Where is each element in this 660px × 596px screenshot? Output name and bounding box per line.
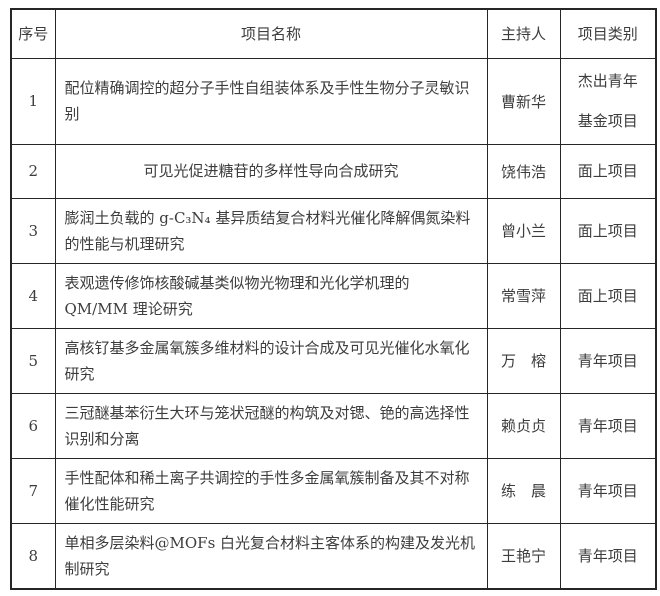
table-row: 6 三冠醚基苯衍生大环与笼状冠醚的构筑及对锶、铯的高选择性识别和分离 赖贞贞 青…: [10, 392, 657, 459]
row-number: 3: [10, 197, 56, 264]
row-number: 4: [10, 262, 56, 329]
project-name: 可见光促进糖苷的多样性导向合成研究: [54, 143, 488, 199]
project-leader: 饶伟浩: [486, 143, 561, 199]
header-project-name: 项目名称: [54, 8, 488, 59]
project-leader: 练 晨: [486, 457, 561, 524]
table-row: 7 手性配体和稀土离子共调控的手性多金属氧簇制备及其不对称催化性能研究 练 晨 …: [10, 457, 657, 524]
project-category: 面上项目: [559, 143, 657, 199]
header-leader: 主持人: [486, 8, 561, 59]
header-category: 项目类别: [559, 8, 657, 59]
project-leader: 曹新华: [486, 57, 561, 145]
project-category: 青年项目: [559, 522, 657, 590]
project-name: 手性配体和稀土离子共调控的手性多金属氧簇制备及其不对称催化性能研究: [54, 457, 488, 524]
row-number: 6: [10, 392, 56, 459]
project-name: 单相多层染料@MOFs 白光复合材料主客体系的构建及发光机制研究: [54, 522, 488, 590]
table-row: 8 单相多层染料@MOFs 白光复合材料主客体系的构建及发光机制研究 王艳宁 青…: [10, 522, 657, 590]
project-category: 青年项目: [559, 457, 657, 524]
row-number: 8: [10, 522, 56, 590]
table-row: 4 表观遗传修饰核酸碱基类似物光物理和光化学机理的 QM/MM 理论研究 常雪萍…: [10, 262, 657, 329]
project-name: 膨润土负载的 g-C₃N₄ 基异质结复合材料光催化降解偶氮染料的性能与机理研究: [54, 197, 488, 264]
project-leader: 万 榕: [486, 327, 561, 394]
project-leader: 常雪萍: [486, 262, 561, 329]
project-category: 青年项目: [559, 327, 657, 394]
project-leader: 曾小兰: [486, 197, 561, 264]
table-row: 2 可见光促进糖苷的多样性导向合成研究 饶伟浩 面上项目: [10, 143, 657, 199]
project-leader: 赖贞贞: [486, 392, 561, 459]
project-name: 表观遗传修饰核酸碱基类似物光物理和光化学机理的 QM/MM 理论研究: [54, 262, 488, 329]
row-number: 2: [10, 143, 56, 199]
project-list-table: 序号 项目名称 主持人 项目类别 1 配位精确调控的超分子手性自组装体系及手性生…: [10, 8, 657, 590]
project-category: 青年项目: [559, 392, 657, 459]
project-name: 三冠醚基苯衍生大环与笼状冠醚的构筑及对锶、铯的高选择性识别和分离: [54, 392, 488, 459]
project-name: 高核钌基多金属氧簇多维材料的设计合成及可见光催化水氧化研究: [54, 327, 488, 394]
project-category: 面上项目: [559, 197, 657, 264]
project-category: 面上项目: [559, 262, 657, 329]
row-number: 5: [10, 327, 56, 394]
header-no: 序号: [10, 8, 56, 59]
table-row: 3 膨润土负载的 g-C₃N₄ 基异质结复合材料光催化降解偶氮染料的性能与机理研…: [10, 197, 657, 264]
row-number: 7: [10, 457, 56, 524]
row-number: 1: [10, 57, 56, 145]
project-name: 配位精确调控的超分子手性自组装体系及手性生物分子灵敏识别: [54, 57, 488, 145]
table-row: 5 高核钌基多金属氧簇多维材料的设计合成及可见光催化水氧化研究 万 榕 青年项目: [10, 327, 657, 394]
table-row: 1 配位精确调控的超分子手性自组装体系及手性生物分子灵敏识别 曹新华 杰出青年 …: [10, 57, 657, 145]
project-leader: 王艳宁: [486, 522, 561, 590]
table-header-row: 序号 项目名称 主持人 项目类别: [10, 8, 657, 59]
project-category: 杰出青年 基金项目: [559, 57, 657, 145]
